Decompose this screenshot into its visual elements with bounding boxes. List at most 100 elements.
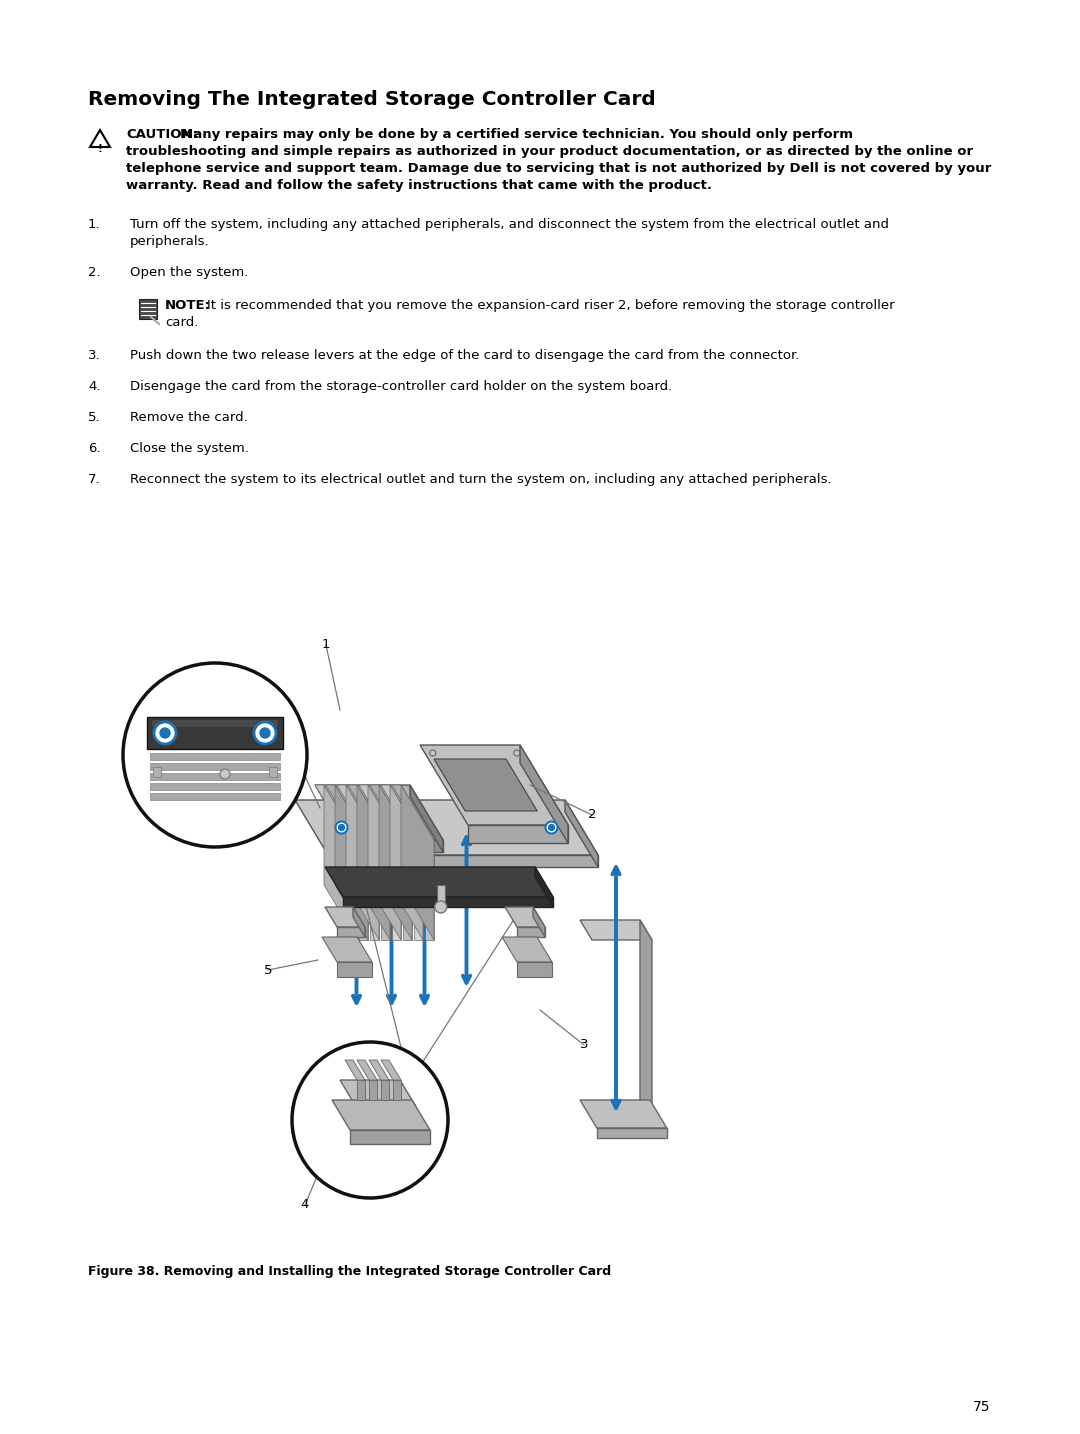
Circle shape [160, 728, 170, 739]
Circle shape [514, 750, 519, 756]
Polygon shape [332, 1100, 430, 1130]
Circle shape [336, 822, 348, 833]
Polygon shape [335, 784, 368, 941]
Polygon shape [468, 825, 568, 843]
Text: 5: 5 [264, 964, 272, 977]
Polygon shape [337, 926, 365, 936]
Text: 1.: 1. [87, 218, 100, 231]
Polygon shape [436, 885, 445, 906]
Text: 1: 1 [322, 638, 330, 651]
Polygon shape [410, 784, 443, 852]
Polygon shape [337, 962, 372, 977]
Circle shape [430, 750, 436, 756]
Text: Turn off the system, including any attached peripherals, and disconnect the syst: Turn off the system, including any attac… [130, 218, 889, 231]
Circle shape [260, 728, 270, 739]
Polygon shape [368, 784, 401, 941]
Polygon shape [381, 1080, 389, 1100]
Text: 7.: 7. [87, 473, 100, 486]
Polygon shape [355, 1106, 415, 1126]
Text: Disengage the card from the storage-controller card holder on the system board.: Disengage the card from the storage-cont… [130, 380, 672, 393]
Polygon shape [345, 1060, 365, 1080]
Polygon shape [150, 773, 280, 780]
Text: Remove the card.: Remove the card. [130, 412, 247, 424]
Polygon shape [517, 926, 545, 936]
Polygon shape [150, 753, 280, 760]
Text: telephone service and support team. Damage due to servicing that is not authoriz: telephone service and support team. Dama… [126, 162, 991, 175]
Polygon shape [401, 784, 434, 941]
Polygon shape [315, 784, 443, 840]
Text: peripherals.: peripherals. [130, 235, 210, 248]
Polygon shape [359, 784, 401, 840]
Polygon shape [353, 906, 365, 936]
Circle shape [338, 825, 345, 830]
Circle shape [435, 901, 447, 913]
Polygon shape [434, 759, 537, 812]
Polygon shape [379, 784, 411, 941]
Circle shape [220, 769, 230, 779]
Text: card.: card. [165, 315, 199, 328]
Text: NOTE:: NOTE: [165, 300, 211, 313]
Circle shape [123, 663, 307, 847]
Text: 2: 2 [588, 809, 596, 822]
Polygon shape [348, 840, 443, 852]
Polygon shape [328, 855, 598, 868]
Polygon shape [343, 898, 553, 906]
Text: !: ! [97, 143, 103, 153]
Polygon shape [426, 840, 434, 941]
Polygon shape [315, 784, 357, 840]
Bar [139, 300, 157, 318]
Polygon shape [269, 767, 276, 777]
Polygon shape [357, 784, 390, 941]
Polygon shape [517, 962, 552, 977]
Polygon shape [325, 906, 365, 926]
Text: 2.: 2. [87, 265, 100, 280]
Polygon shape [534, 906, 545, 936]
Text: 3.: 3. [87, 348, 100, 361]
Polygon shape [505, 906, 545, 926]
Polygon shape [580, 1100, 666, 1129]
Polygon shape [392, 784, 434, 840]
Polygon shape [403, 840, 411, 941]
Circle shape [254, 721, 276, 744]
Polygon shape [414, 840, 423, 941]
Text: Open the system.: Open the system. [130, 265, 248, 280]
Polygon shape [150, 793, 280, 800]
Polygon shape [348, 784, 390, 840]
Polygon shape [597, 1129, 666, 1139]
Text: CAUTION:: CAUTION: [126, 128, 198, 141]
Text: 4: 4 [301, 1199, 309, 1212]
Polygon shape [322, 936, 372, 962]
Polygon shape [337, 784, 379, 840]
Circle shape [292, 1043, 448, 1197]
Polygon shape [381, 840, 390, 941]
Circle shape [154, 721, 176, 744]
Polygon shape [340, 1080, 415, 1106]
Polygon shape [369, 1080, 377, 1100]
Polygon shape [326, 784, 368, 840]
Text: Figure 38. Removing and Installing the Integrated Storage Controller Card: Figure 38. Removing and Installing the I… [87, 1265, 611, 1278]
Text: 5.: 5. [87, 412, 100, 424]
Polygon shape [640, 921, 652, 1120]
Polygon shape [370, 784, 411, 840]
Polygon shape [535, 868, 553, 906]
Polygon shape [295, 800, 598, 855]
Polygon shape [346, 784, 379, 941]
Text: warranty. Read and follow the safety instructions that came with the product.: warranty. Read and follow the safety ins… [126, 179, 712, 192]
Polygon shape [390, 784, 423, 941]
Text: It is recommended that you remove the expansion-card riser 2, before removing th: It is recommended that you remove the ex… [207, 300, 894, 313]
Polygon shape [325, 868, 553, 898]
Polygon shape [565, 800, 598, 868]
Polygon shape [153, 767, 161, 777]
Text: Reconnect the system to its electrical outlet and turn the system on, including : Reconnect the system to its electrical o… [130, 473, 832, 486]
Text: 6.: 6. [87, 442, 100, 455]
Polygon shape [420, 746, 568, 825]
Circle shape [545, 822, 557, 833]
Polygon shape [150, 783, 280, 790]
Polygon shape [357, 1080, 365, 1100]
Text: Close the system.: Close the system. [130, 442, 248, 455]
Polygon shape [381, 784, 423, 840]
Circle shape [549, 825, 554, 830]
Polygon shape [370, 840, 379, 941]
Text: Removing The Integrated Storage Controller Card: Removing The Integrated Storage Controll… [87, 90, 656, 109]
Text: troubleshooting and simple repairs as authorized in your product documentation, : troubleshooting and simple repairs as au… [126, 145, 973, 158]
